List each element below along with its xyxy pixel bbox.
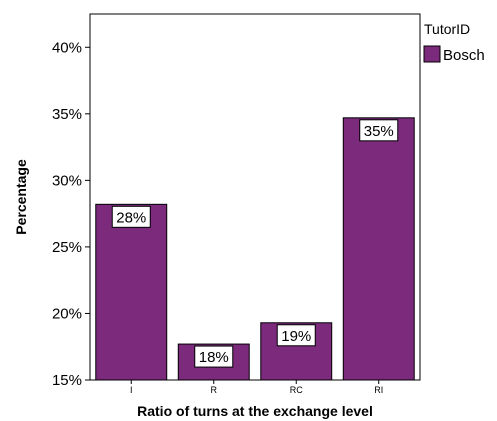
legend-swatch-bosch <box>423 45 441 63</box>
data-label-box <box>194 345 234 368</box>
y-tick-label: 15% <box>52 372 82 389</box>
x-axis-title: Ratio of turns at the exchange level <box>137 403 373 419</box>
data-label: 28% <box>116 209 146 226</box>
legend-title: TutorID <box>424 21 470 37</box>
x-tick-label: R <box>211 385 218 395</box>
data-label: 19% <box>281 328 311 345</box>
x-tick-label: RC <box>290 385 303 395</box>
y-tick-label: 40% <box>52 39 82 56</box>
legend-entry-bosch: Bosch <box>443 47 485 64</box>
y-tick-label: 25% <box>52 239 82 256</box>
y-tick-label: 20% <box>52 305 82 322</box>
x-tick-label: I <box>130 385 133 395</box>
y-axis: 15% 20% 25% 30% 35% 40% <box>52 39 90 389</box>
bars: 28% 18% 19% 35% <box>95 117 415 381</box>
bar-i <box>95 203 168 381</box>
data-label-box <box>276 324 316 347</box>
data-label-box <box>111 205 151 228</box>
y-tick-label: 30% <box>52 172 82 189</box>
data-label: 18% <box>199 349 229 366</box>
data-label-box <box>359 119 399 142</box>
y-axis-title: Percentage <box>13 159 29 235</box>
bar-ri <box>342 117 415 381</box>
data-label: 35% <box>364 123 394 140</box>
x-axis: I R RC RI <box>130 380 383 395</box>
x-tick-label: RI <box>374 385 383 395</box>
y-tick-label: 35% <box>52 106 82 123</box>
